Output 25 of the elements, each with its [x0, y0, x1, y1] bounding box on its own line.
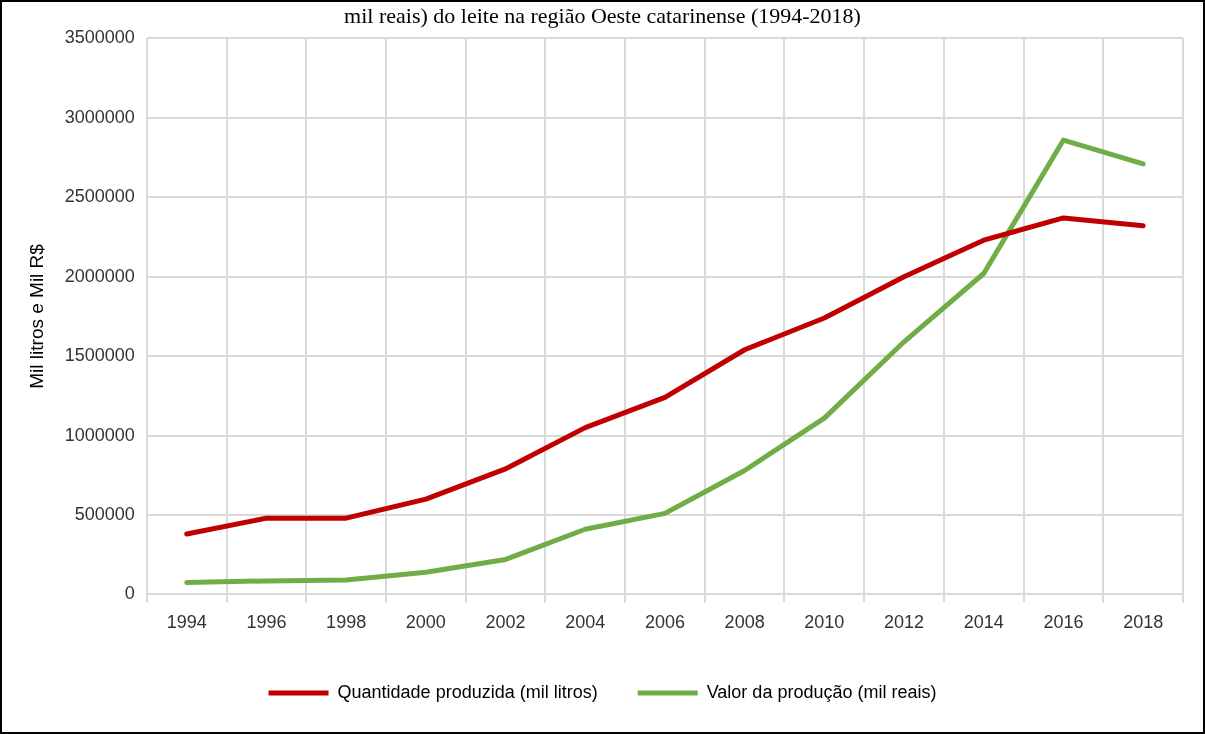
x-tick-label: 1994 — [166, 612, 207, 633]
x-tick-label: 2004 — [565, 612, 606, 633]
x-tick-label: 1998 — [326, 612, 367, 633]
x-tick-label: 2006 — [644, 612, 685, 633]
y-tick-label: 3500000 — [64, 27, 135, 48]
legend-label: Quantidade produzida (mil litros) — [337, 681, 598, 702]
y-tick-label: 1000000 — [64, 424, 135, 445]
y-tick-label: 1500000 — [64, 345, 135, 366]
x-tick-label: 2010 — [804, 612, 845, 633]
legend-label: Valor da produção (mil reais) — [706, 681, 937, 702]
x-tick-label: 2002 — [485, 612, 526, 633]
x-tick-label: 2012 — [884, 612, 925, 633]
y-tick-label: 2500000 — [64, 186, 135, 207]
x-tick-label: 2018 — [1123, 612, 1164, 633]
y-tick-label: 2000000 — [64, 265, 135, 286]
x-tick-label: 2000 — [405, 612, 446, 633]
y-axis-title: Mil litros e Mil R$ — [25, 243, 47, 389]
x-tick-label: 2014 — [963, 612, 1004, 633]
chart-title: mil reais) do leite na região Oeste catarinense (1994-2018) — [344, 2, 861, 28]
x-tick-label: 1996 — [246, 612, 287, 633]
x-tick-label: 2008 — [724, 612, 765, 633]
y-tick-label: 0 — [124, 583, 135, 604]
x-tick-label: 2016 — [1043, 612, 1084, 633]
y-tick-label: 3000000 — [64, 106, 135, 127]
y-tick-label: 500000 — [74, 503, 135, 524]
